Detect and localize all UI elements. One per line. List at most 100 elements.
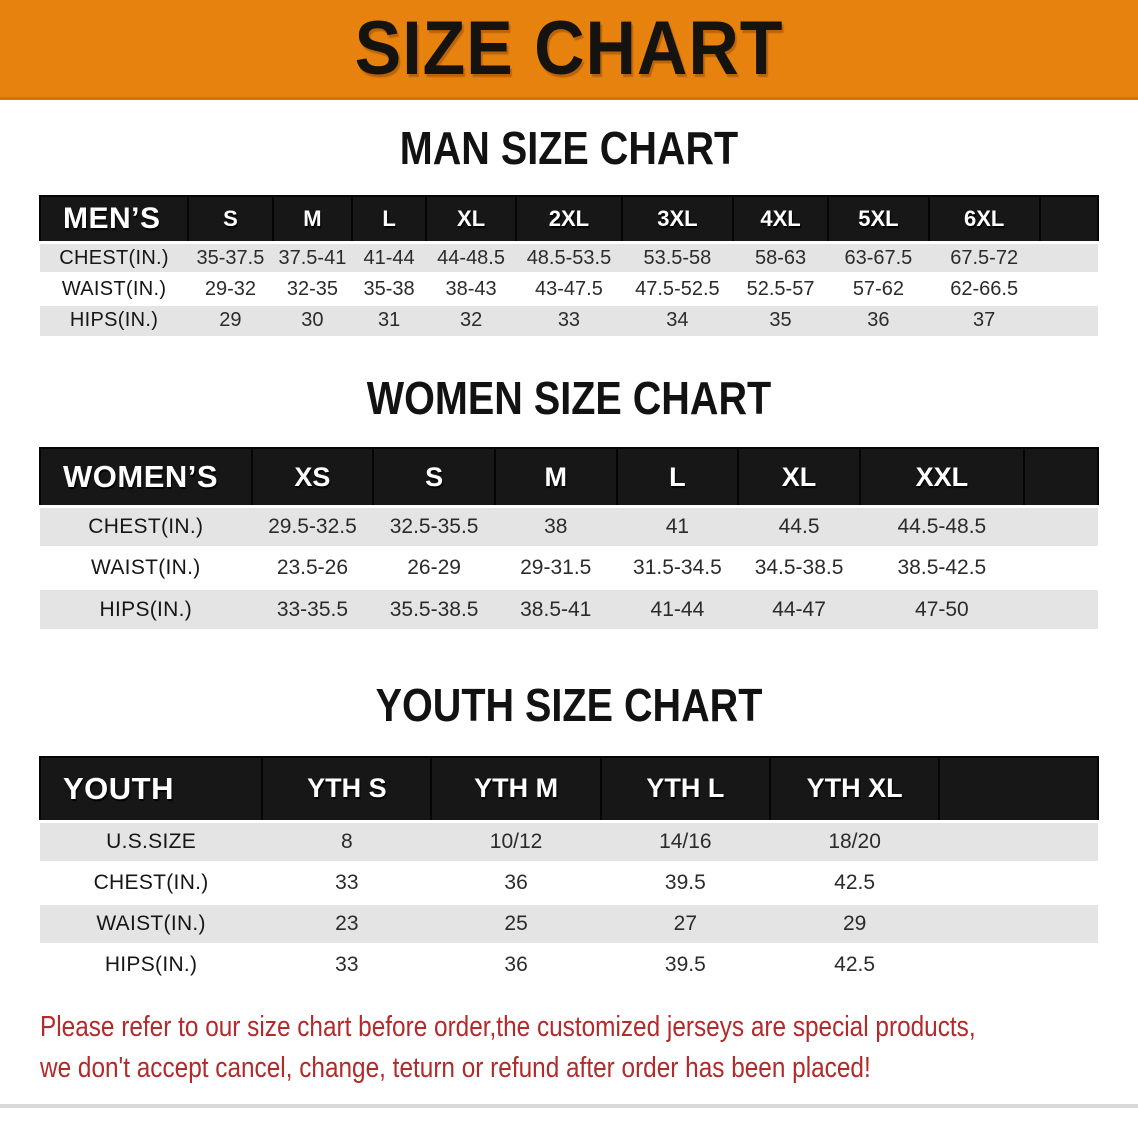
section-youth: YOUTH SIZE CHART YOUTH YTH S YTH M YTH L YTH… xyxy=(0,679,1138,986)
size-value-cell: 27 xyxy=(600,901,770,945)
size-value-cell: 37 xyxy=(928,303,1040,336)
size-value-cell: 62-66.5 xyxy=(928,272,1040,305)
size-value-cell: 32-35 xyxy=(272,272,353,305)
table-row: CHEST(IN.) 29.5-32.5 32.5-35.5 38 41 44.5 44.5… xyxy=(40,504,1098,548)
size-value-cell: 36 xyxy=(828,303,929,336)
size-value-cell: 44-48.5 xyxy=(426,241,517,274)
size-header-cell: YTH S xyxy=(261,756,433,823)
spacer-cell xyxy=(939,901,1098,945)
size-value-cell: 42.5 xyxy=(769,942,940,986)
size-header-cell: 3XL xyxy=(620,194,734,244)
size-header-cell: YTH XL xyxy=(768,756,941,823)
row-label: U.S.SIZE xyxy=(40,819,263,863)
size-value-cell: 18/20 xyxy=(769,819,940,863)
section-heading-youth: YOUTH SIZE CHART xyxy=(375,679,763,732)
size-value-cell: 47-50 xyxy=(859,586,1024,630)
size-value-cell: 29.5-32.5 xyxy=(251,504,374,548)
table-row: HIPS(IN.) 29 30 31 32 33 34 35 36 37 xyxy=(40,303,1098,336)
size-header-cell: XL xyxy=(425,194,518,244)
spacer-cell xyxy=(1039,303,1098,336)
spacer-cell xyxy=(939,860,1098,904)
size-header-cell: YTH M xyxy=(430,756,602,823)
spacer-cell xyxy=(939,819,1098,863)
spacer-cell xyxy=(1023,545,1098,589)
size-value-cell: 38 xyxy=(494,504,617,548)
size-header-cell: S xyxy=(187,194,274,244)
size-header-cell: XXL xyxy=(858,447,1025,508)
size-header-cell: XL xyxy=(737,447,861,508)
size-value-cell: 41-44 xyxy=(352,241,427,274)
size-value-cell: 33 xyxy=(262,942,432,986)
banner-title: SIZE CHART xyxy=(354,5,784,91)
size-header-cell: 6XL xyxy=(927,194,1041,244)
size-value-cell: 44.5-48.5 xyxy=(859,504,1024,548)
disclaimer-line-2: we don't accept cancel, change, teturn o… xyxy=(40,1052,871,1085)
size-value-cell: 26-29 xyxy=(373,545,495,589)
size-value-cell: 41 xyxy=(616,504,739,548)
table-row: WAIST(IN.) 23 25 27 29 xyxy=(40,901,1098,945)
size-table-header-row: WOMEN’S XS S M L XL XXL xyxy=(39,447,1100,508)
table-row: U.S.SIZE 8 10/12 14/16 18/20 xyxy=(40,819,1098,863)
size-header-cell: S xyxy=(372,447,496,508)
size-table-men: MEN’S S M L XL 2XL 3XL 4XL 5XL 6XL CHEST(IN.) 35-37… xyxy=(38,194,1100,336)
content: MAN SIZE CHART MEN’S S M L XL 2XL 3XL 4XL 5XL 6XL… xyxy=(0,122,1138,986)
size-value-cell: 30 xyxy=(272,303,353,336)
section-heading-women: WOMEN SIZE CHART xyxy=(366,371,772,424)
table-row: WAIST(IN.) 29-32 32-35 35-38 38-43 43-47.5 47.… xyxy=(40,272,1098,305)
size-value-cell: 23.5-26 xyxy=(251,545,374,589)
row-label: HIPS(IN.) xyxy=(40,586,252,630)
size-header-cell: 4XL xyxy=(731,194,830,244)
row-label: WAIST(IN.) xyxy=(40,272,189,305)
spacer-cell xyxy=(1022,447,1100,508)
size-header-cell: 5XL xyxy=(827,194,930,244)
size-value-cell: 44.5 xyxy=(738,504,860,548)
size-value-cell: 38.5-41 xyxy=(494,586,617,630)
size-value-cell: 43-47.5 xyxy=(516,272,622,305)
size-value-cell: 25 xyxy=(431,901,601,945)
size-value-cell: 63-67.5 xyxy=(828,241,929,274)
table-title-cell: WOMEN’S xyxy=(39,447,253,508)
size-value-cell: 44-47 xyxy=(738,586,860,630)
size-value-cell: 58-63 xyxy=(732,241,829,274)
spacer-cell xyxy=(1023,586,1098,630)
size-value-cell: 35.5-38.5 xyxy=(373,586,495,630)
size-value-cell: 33-35.5 xyxy=(251,586,374,630)
spacer-cell xyxy=(938,756,1099,823)
size-value-cell: 29-31.5 xyxy=(494,545,617,589)
row-label: HIPS(IN.) xyxy=(40,303,189,336)
size-value-cell: 42.5 xyxy=(769,860,940,904)
row-label: HIPS(IN.) xyxy=(40,942,263,986)
size-value-cell: 32 xyxy=(426,303,517,336)
size-header-cell: M xyxy=(493,447,618,508)
disclaimer: Please refer to our size chart before or… xyxy=(40,1007,1138,1090)
size-value-cell: 38.5-42.5 xyxy=(859,545,1024,589)
size-value-cell: 34.5-38.5 xyxy=(738,545,860,589)
spacer-cell xyxy=(939,942,1098,986)
size-value-cell: 39.5 xyxy=(600,860,770,904)
table-title-cell: MEN’S xyxy=(38,194,190,244)
spacer-cell xyxy=(1023,504,1098,548)
size-table-youth: YOUTH YTH S YTH M YTH L YTH XL U.S.SIZE 8 10/12… xyxy=(38,756,1099,986)
size-header-cell: L xyxy=(615,447,740,508)
spacer-cell xyxy=(1039,272,1098,305)
spacer-cell xyxy=(1038,194,1100,244)
size-table-women: WOMEN’S XS S M L XL XXL CHEST(IN.) 29.5-32.5 32.5… xyxy=(39,447,1100,630)
row-label: WAIST(IN.) xyxy=(40,901,263,945)
spacer-cell xyxy=(1039,241,1098,274)
size-header-cell: XS xyxy=(250,447,375,508)
size-value-cell: 67.5-72 xyxy=(928,241,1040,274)
size-chart-page: SIZE CHART MAN SIZE CHART MEN’S S M L XL 2XL 3… xyxy=(0,0,1138,1108)
size-value-cell: 10/12 xyxy=(431,819,601,863)
size-value-cell: 29 xyxy=(188,303,273,336)
size-header-cell: L xyxy=(351,194,428,244)
size-value-cell: 35-37.5 xyxy=(188,241,273,274)
table-row: HIPS(IN.) 33-35.5 35.5-38.5 38.5-41 41-44 44-… xyxy=(40,586,1098,630)
section-heading-men: MAN SIZE CHART xyxy=(399,122,739,174)
size-value-cell: 32.5-35.5 xyxy=(373,504,495,548)
table-row: CHEST(IN.) 35-37.5 37.5-41 41-44 44-48.5 48.5… xyxy=(40,241,1098,274)
size-value-cell: 34 xyxy=(621,303,733,336)
size-value-cell: 36 xyxy=(431,942,601,986)
size-value-cell: 14/16 xyxy=(600,819,770,863)
size-value-cell: 48.5-53.5 xyxy=(516,241,622,274)
size-value-cell: 36 xyxy=(431,860,601,904)
